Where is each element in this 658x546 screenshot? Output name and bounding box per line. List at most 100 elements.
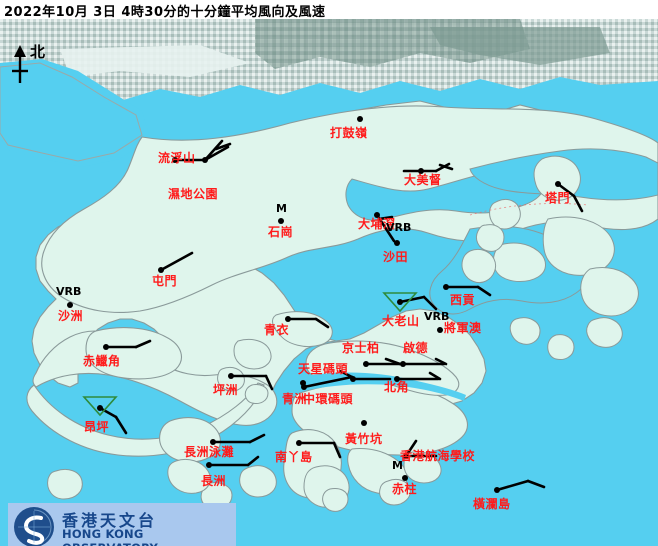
station-label-star-ferry: 天星碼頭 bbox=[298, 362, 349, 376]
map-geography bbox=[0, 19, 658, 546]
wind-barb-ngong-ping bbox=[98, 406, 118, 419]
north-label: 北 bbox=[30, 43, 46, 61]
peak-markers bbox=[82, 292, 418, 417]
station-label-sea-school: 香港航海學校 bbox=[400, 449, 476, 463]
wind-barb-tail-cheung-chau-beach bbox=[248, 433, 266, 444]
station-label-cheung-chau: 長洲 bbox=[201, 474, 227, 488]
wind-barb-feather-kai-tak bbox=[434, 357, 448, 366]
wind-barb-tail-tsing-yi bbox=[314, 317, 330, 329]
wind-barb-tail-tates-cairn bbox=[422, 295, 438, 311]
m-marker-stanley: M bbox=[392, 459, 403, 472]
station-dot-sha-tin bbox=[394, 240, 400, 246]
wind-barb-tail-lamma-island bbox=[332, 441, 342, 459]
wind-barb-tail-tap-mun bbox=[572, 194, 584, 213]
station-label-tai-po-kau: 大埔滘 bbox=[358, 217, 396, 231]
station-dot-kings-park bbox=[363, 361, 369, 367]
wind-barb-feather-tai-mei-tuk bbox=[438, 163, 454, 171]
station-label-central-pier: 中環碼頭 bbox=[303, 392, 354, 406]
title-bar: 2022年10月 3日 4時30分的十分鐘平均風向及風速 bbox=[0, 0, 658, 20]
station-label-chek-lap-kok: 赤鱲角 bbox=[83, 354, 121, 368]
station-dot-cheung-chau-beach bbox=[210, 439, 216, 445]
station-label-tates-cairn: 大老山 bbox=[382, 314, 420, 328]
station-label-ngong-ping: 昂坪 bbox=[84, 420, 110, 434]
station-dot-shek-kong bbox=[278, 218, 284, 224]
station-label-tai-mei-tuk: 大美督 bbox=[404, 173, 442, 187]
wind-barb-feather-central-pier bbox=[338, 369, 354, 379]
station-dot-waglan-island bbox=[494, 487, 500, 493]
station-dot-tates-cairn bbox=[397, 299, 403, 305]
vrb-marker-sha-tin: VRB bbox=[386, 221, 412, 234]
wind-barb-wetland-park bbox=[203, 145, 230, 162]
station-label-green-island: 青洲 bbox=[282, 392, 308, 406]
station-dot-kai-tak bbox=[400, 361, 406, 367]
station-label-north-point: 北角 bbox=[384, 380, 410, 394]
station-dot-sea-school bbox=[403, 453, 409, 459]
wind-barb-tail-cheung-chau bbox=[246, 455, 260, 467]
peak-marker-ngong-ping bbox=[82, 396, 118, 417]
station-label-tap-mun: 塔門 bbox=[545, 191, 571, 205]
hko-logo-chinese: 香港天文台 bbox=[62, 511, 158, 530]
station-label-sha-tin: 沙田 bbox=[383, 250, 409, 264]
station-label-tsing-yi: 青衣 bbox=[264, 323, 290, 337]
station-label-kings-park: 京士柏 bbox=[342, 341, 380, 355]
station-dot-north-point bbox=[394, 376, 400, 382]
station-dot-peng-chau bbox=[228, 373, 234, 379]
wind-barb-tap-mun bbox=[556, 182, 576, 198]
wind-barbs bbox=[98, 139, 584, 492]
wind-barb-tail-waglan-island bbox=[526, 479, 546, 489]
hko-logo-english: HONG KONG OBSERVATORY bbox=[62, 527, 158, 546]
wind-barb-feather-north-point bbox=[428, 371, 442, 381]
station-label-tseung-kwan-o: 將軍澳 bbox=[444, 321, 482, 335]
north-arrow: 北 bbox=[6, 43, 52, 87]
hko-logo: 香港天文台 HONG KONG OBSERVATORY bbox=[8, 503, 236, 546]
station-dot-ngong-ping bbox=[97, 405, 103, 411]
station-dot-sai-kung bbox=[443, 284, 449, 290]
station-dot-wetland-park bbox=[202, 157, 208, 163]
station-dot-tuen-mun bbox=[158, 267, 164, 273]
station-label-peng-chau: 坪洲 bbox=[213, 383, 239, 397]
page-title: 2022年10月 3日 4時30分的十分鐘平均風向及風速 bbox=[4, 5, 326, 20]
wind-barb-tail-chek-lap-kok bbox=[134, 339, 152, 349]
wind-barb-tail-ngong-ping bbox=[114, 415, 128, 435]
station-dot-stanley bbox=[402, 475, 408, 481]
station-label-sha-chau: 沙洲 bbox=[58, 309, 84, 323]
hko-swirl-logo-icon bbox=[14, 507, 54, 546]
wind-barb-central-pier bbox=[302, 375, 354, 389]
wind-barb-tail-tai-mei-tuk bbox=[434, 162, 451, 173]
wind-barb-tates-cairn bbox=[398, 295, 426, 304]
station-dot-cheung-chau bbox=[206, 462, 212, 468]
m-marker-shek-kong: M bbox=[276, 202, 287, 215]
wind-barb-tail-lau-fau-shan bbox=[203, 139, 224, 162]
station-dot-tai-po-kau bbox=[374, 212, 380, 218]
wind-barb-overlay bbox=[67, 116, 584, 493]
station-label-lau-fau-shan: 流浮山 bbox=[158, 151, 196, 165]
station-dot-ta-kwu-ling bbox=[357, 116, 363, 122]
station-dot-tai-mei-tuk bbox=[418, 168, 424, 174]
station-dot-chek-lap-kok bbox=[103, 344, 109, 350]
station-dot-lau-fau-shan bbox=[172, 157, 178, 163]
station-label-stanley: 赤柱 bbox=[392, 482, 418, 496]
wind-barb-feather-lau-fau-shan bbox=[214, 142, 232, 151]
wind-barb-tail-peng-chau bbox=[264, 374, 274, 391]
station-label-shek-kong: 石崗 bbox=[268, 225, 294, 239]
station-dot-star-ferry bbox=[350, 376, 356, 382]
station-label-kai-tak: 啟德 bbox=[403, 341, 429, 355]
wind-barb-tail-sai-kung bbox=[476, 285, 492, 297]
hong-kong-wind-map: 北 VRB VRB VRB M M 打鼓嶺 流浮山 濕地公園 石崗 大美督 塔門… bbox=[0, 19, 658, 546]
station-dot-sha-chau bbox=[67, 302, 73, 308]
station-label-tuen-mun: 屯門 bbox=[152, 274, 178, 288]
station-label-wong-chuk-hang: 黃竹坑 bbox=[345, 432, 383, 446]
station-dot-tseung-kwan-o bbox=[437, 327, 443, 333]
station-dot-lamma-island bbox=[296, 440, 302, 446]
wind-barb-feather-kings-park bbox=[384, 357, 402, 366]
station-dot-green-island bbox=[300, 380, 306, 386]
station-dot-wong-chuk-hang bbox=[361, 420, 367, 426]
station-dot-tsing-yi bbox=[285, 316, 291, 322]
wind-barb-waglan-island bbox=[495, 479, 530, 492]
wind-barb-tail-sea-school bbox=[404, 439, 418, 458]
wind-barb-feather-tai-po-kau bbox=[377, 215, 394, 221]
station-dots bbox=[67, 116, 561, 493]
station-dot-tap-mun bbox=[555, 181, 561, 187]
north-arrow-icon bbox=[12, 45, 28, 83]
